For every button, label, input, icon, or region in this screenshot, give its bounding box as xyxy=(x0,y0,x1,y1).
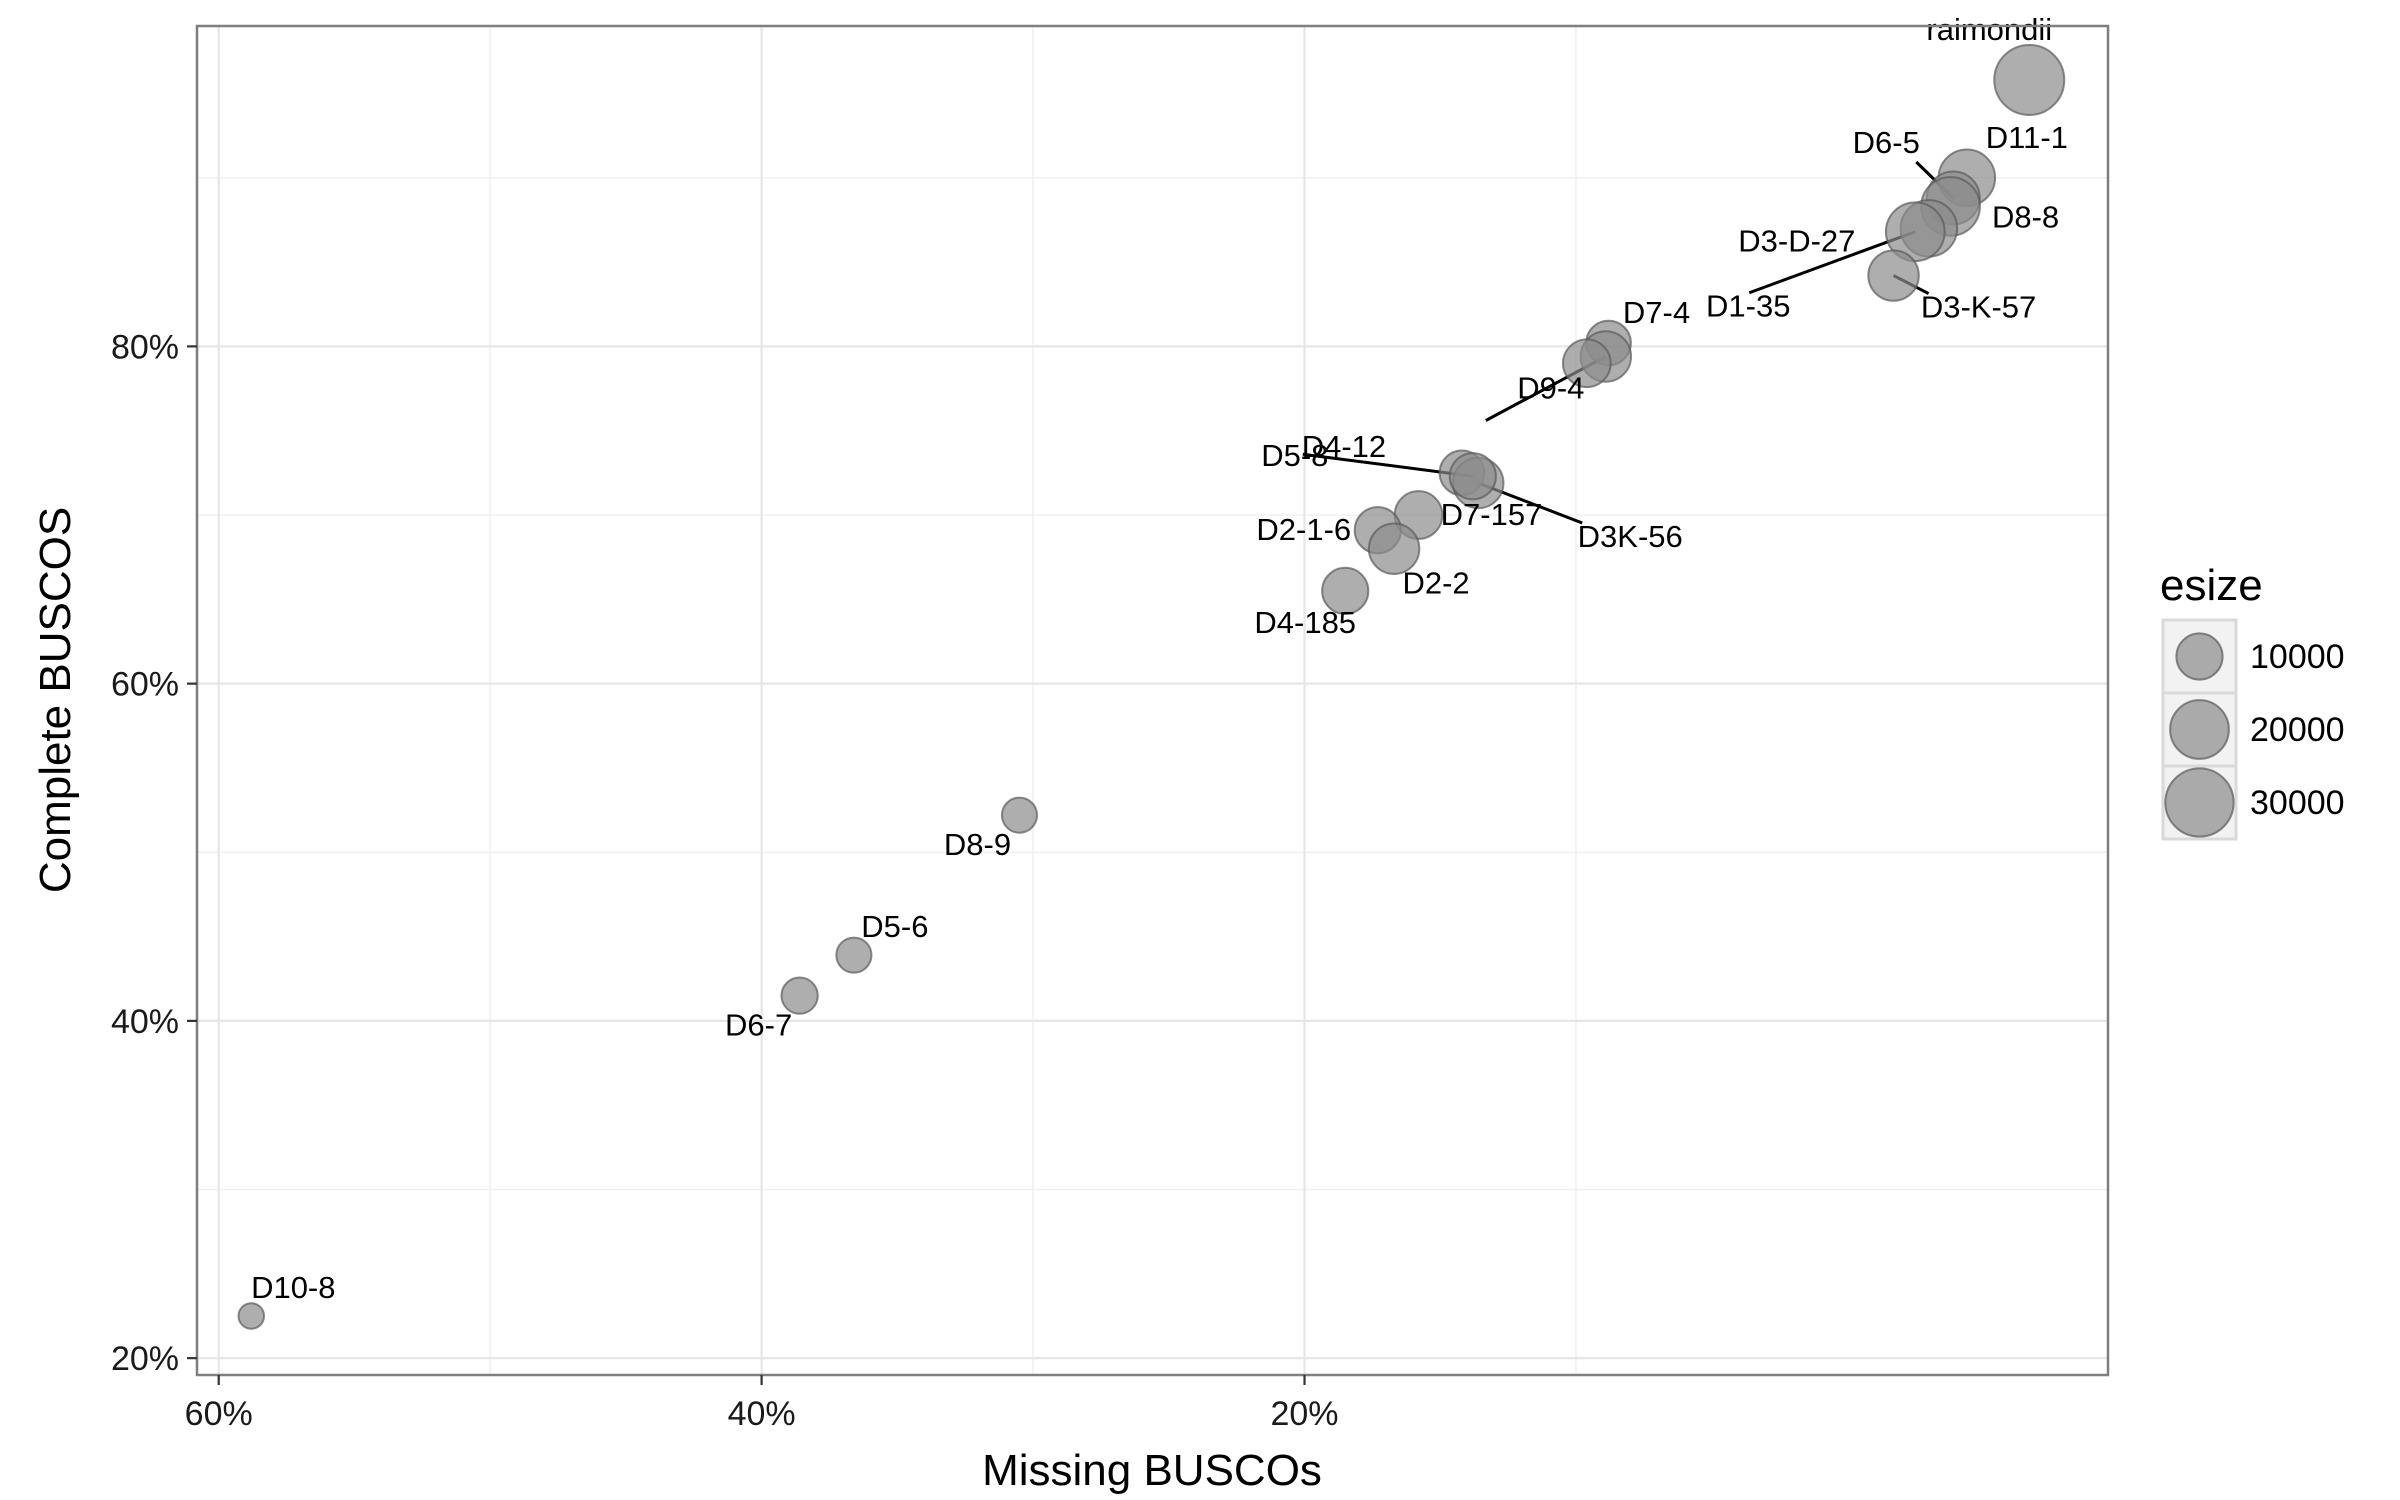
legend-title: esize xyxy=(2160,561,2263,610)
point-label: D3-K-57 xyxy=(1921,290,2036,325)
legend-entry-label: 20000 xyxy=(2250,711,2345,749)
panel-border xyxy=(195,24,2110,1377)
legend-key-circle xyxy=(2164,767,2235,838)
data-point xyxy=(780,976,819,1015)
x-axis-title: Missing BUSCOs xyxy=(982,1446,1322,1495)
point-label: D3-D-27 xyxy=(1738,223,1855,258)
legend-entry-label: 30000 xyxy=(2250,784,2345,822)
point-label: D1-35 xyxy=(1706,289,1790,324)
point-label: D10-8 xyxy=(251,1270,335,1305)
data-point xyxy=(1321,566,1370,615)
point-label: D4-12 xyxy=(1302,429,1386,464)
data-point xyxy=(1561,338,1612,389)
x-tick-label: 20% xyxy=(1270,1395,1338,1433)
point-label: D11-1 xyxy=(1986,120,2068,155)
legend-entry-label: 10000 xyxy=(2250,638,2345,676)
data-point xyxy=(835,936,873,974)
point-label: raimondii xyxy=(1926,12,2052,47)
point-label: D6-7 xyxy=(725,1008,792,1043)
point-label: D8-8 xyxy=(1992,199,2059,234)
point-labels: raimondii D11-1 D6-5 D8-8 D3-D-27 D1-35 D3-K-5… xyxy=(251,12,2068,1305)
x-tick-label: 40% xyxy=(728,1395,796,1433)
point-label: D2-1-6 xyxy=(1256,512,1351,547)
legend-key-circle xyxy=(2169,699,2230,760)
data-point xyxy=(1448,452,1497,501)
point-label: D9-4 xyxy=(1517,371,1584,406)
data-point xyxy=(1000,796,1039,834)
data-point xyxy=(1993,43,2066,116)
data-point xyxy=(237,1302,266,1330)
data-point xyxy=(1867,249,1920,302)
grid xyxy=(197,26,2108,1375)
legend-key-circle xyxy=(2175,632,2224,681)
panel-background xyxy=(197,26,2108,1375)
y-tick-label: 20% xyxy=(111,1340,179,1378)
y-axis-title: Complete BUSCOS xyxy=(31,507,80,893)
data-point xyxy=(1367,522,1421,575)
point-label: D7-4 xyxy=(1623,295,1690,330)
y-tick-label: 40% xyxy=(111,1003,179,1041)
y-tick-label: 80% xyxy=(111,328,179,366)
point-label: D8-9 xyxy=(944,827,1011,862)
point-label: D2-2 xyxy=(1402,566,1469,601)
point-label: D7-157 xyxy=(1441,497,1543,532)
point-label: D6-5 xyxy=(1853,125,1920,160)
point-label: D4-185 xyxy=(1254,605,1356,640)
point-label: D5-8 xyxy=(1261,438,1328,473)
y-tick-label: 60% xyxy=(111,666,179,704)
axes: 60% 40% 20% 20% 40% 60% 80% xyxy=(111,328,1339,1433)
size-legend: esize 10000 20000 30000 xyxy=(2160,561,2345,841)
data-points xyxy=(237,43,2066,1330)
point-label: D3K-56 xyxy=(1578,519,1683,554)
x-tick-label: 60% xyxy=(185,1395,253,1433)
point-label: D5-6 xyxy=(861,909,928,944)
